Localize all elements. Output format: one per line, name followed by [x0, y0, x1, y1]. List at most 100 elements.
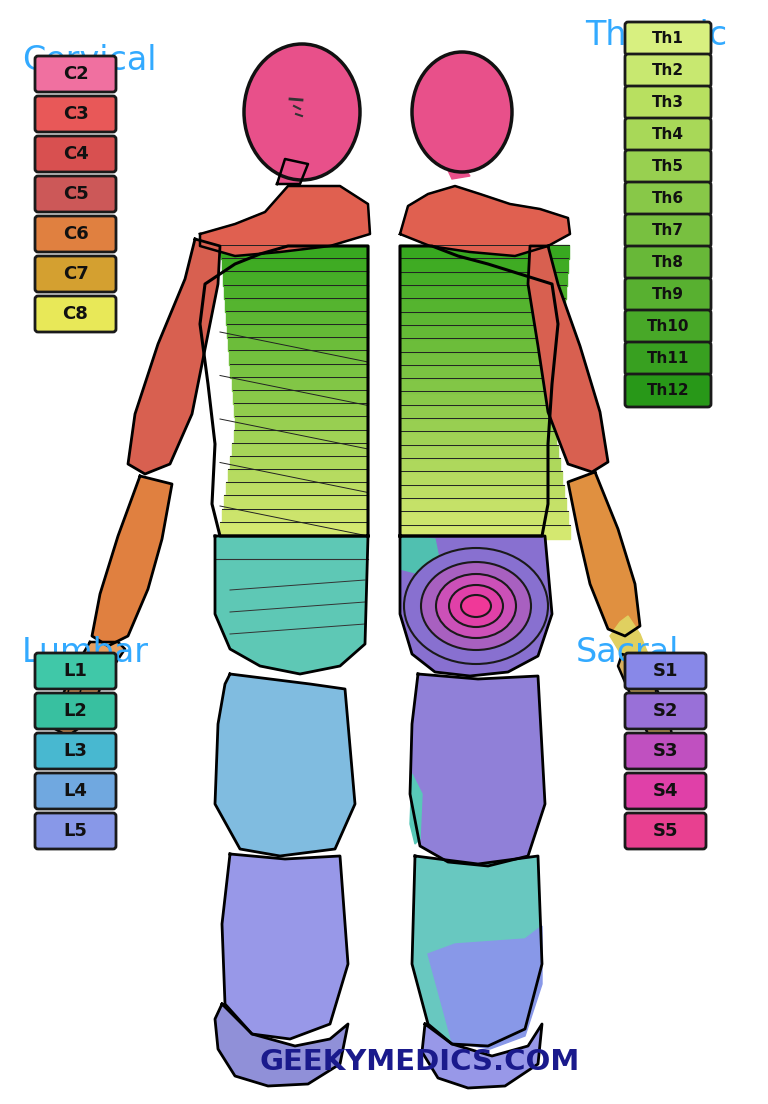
- FancyBboxPatch shape: [625, 310, 711, 343]
- Text: GEEKYMEDICS.COM: GEEKYMEDICS.COM: [260, 1048, 580, 1076]
- Polygon shape: [215, 1004, 348, 1086]
- Ellipse shape: [404, 548, 548, 664]
- Polygon shape: [422, 1025, 542, 1089]
- Text: Th11: Th11: [647, 351, 689, 367]
- FancyBboxPatch shape: [625, 214, 711, 247]
- Polygon shape: [400, 285, 566, 299]
- FancyBboxPatch shape: [35, 296, 116, 332]
- Polygon shape: [400, 379, 558, 393]
- Polygon shape: [400, 485, 564, 499]
- Polygon shape: [400, 471, 562, 486]
- FancyBboxPatch shape: [625, 374, 711, 407]
- Text: S1: S1: [653, 662, 678, 680]
- FancyBboxPatch shape: [35, 693, 116, 729]
- FancyBboxPatch shape: [625, 182, 711, 215]
- Text: C8: C8: [62, 305, 88, 323]
- Polygon shape: [400, 524, 570, 539]
- FancyBboxPatch shape: [625, 733, 706, 769]
- Polygon shape: [618, 654, 672, 742]
- FancyBboxPatch shape: [625, 86, 711, 119]
- Text: L3: L3: [64, 742, 88, 760]
- Polygon shape: [400, 245, 569, 259]
- Polygon shape: [235, 416, 368, 431]
- Polygon shape: [227, 325, 368, 338]
- FancyBboxPatch shape: [35, 733, 116, 769]
- Polygon shape: [233, 429, 368, 444]
- FancyBboxPatch shape: [35, 56, 116, 92]
- Text: Sacral: Sacral: [576, 636, 680, 669]
- Polygon shape: [220, 522, 368, 537]
- Polygon shape: [233, 403, 368, 417]
- FancyBboxPatch shape: [35, 176, 116, 212]
- Polygon shape: [277, 159, 308, 184]
- Polygon shape: [230, 363, 368, 378]
- Polygon shape: [410, 675, 545, 866]
- Text: C2: C2: [63, 65, 88, 83]
- Text: Thoracic: Thoracic: [585, 19, 727, 52]
- Polygon shape: [400, 364, 560, 379]
- Text: S5: S5: [653, 822, 678, 840]
- Polygon shape: [400, 185, 570, 256]
- Polygon shape: [226, 482, 368, 497]
- Polygon shape: [400, 498, 566, 512]
- FancyBboxPatch shape: [625, 22, 711, 55]
- Ellipse shape: [421, 562, 531, 650]
- Polygon shape: [400, 272, 567, 286]
- FancyBboxPatch shape: [625, 118, 711, 151]
- Text: Th5: Th5: [652, 159, 684, 174]
- FancyBboxPatch shape: [35, 136, 116, 172]
- Polygon shape: [400, 351, 561, 365]
- Text: C7: C7: [63, 265, 88, 283]
- Polygon shape: [222, 854, 348, 1039]
- Polygon shape: [610, 616, 648, 664]
- Text: Th4: Th4: [652, 127, 684, 142]
- Polygon shape: [400, 537, 440, 574]
- Text: Th8: Th8: [652, 255, 684, 270]
- Text: Lumbar: Lumbar: [22, 636, 149, 669]
- FancyBboxPatch shape: [35, 652, 116, 689]
- Text: L1: L1: [64, 662, 88, 680]
- Text: S3: S3: [653, 742, 678, 760]
- Polygon shape: [224, 285, 368, 299]
- Text: C6: C6: [63, 225, 88, 243]
- FancyBboxPatch shape: [625, 150, 711, 183]
- Text: C4: C4: [63, 145, 88, 163]
- Text: Th3: Th3: [652, 95, 684, 110]
- Polygon shape: [400, 537, 552, 676]
- Polygon shape: [92, 476, 172, 646]
- Polygon shape: [128, 238, 220, 474]
- Polygon shape: [400, 392, 558, 406]
- Polygon shape: [445, 162, 470, 179]
- Text: L4: L4: [64, 782, 88, 800]
- FancyBboxPatch shape: [625, 652, 706, 689]
- Text: Th12: Th12: [647, 383, 690, 399]
- Polygon shape: [222, 509, 368, 523]
- Polygon shape: [410, 774, 422, 843]
- Text: S2: S2: [653, 702, 678, 720]
- Text: Th1: Th1: [652, 31, 684, 46]
- FancyBboxPatch shape: [625, 342, 711, 375]
- FancyBboxPatch shape: [35, 96, 116, 132]
- Polygon shape: [232, 443, 368, 457]
- Ellipse shape: [244, 44, 360, 180]
- Polygon shape: [400, 405, 556, 420]
- Polygon shape: [222, 258, 368, 273]
- FancyBboxPatch shape: [625, 813, 706, 849]
- Polygon shape: [231, 376, 368, 391]
- Polygon shape: [400, 325, 563, 339]
- Text: Th7: Th7: [652, 223, 684, 238]
- FancyBboxPatch shape: [625, 278, 711, 311]
- Polygon shape: [225, 298, 368, 312]
- Polygon shape: [400, 338, 561, 352]
- FancyBboxPatch shape: [35, 256, 116, 291]
- Polygon shape: [221, 245, 368, 259]
- Polygon shape: [233, 390, 368, 404]
- Polygon shape: [400, 445, 558, 459]
- FancyBboxPatch shape: [625, 693, 706, 729]
- Text: Th10: Th10: [647, 319, 689, 335]
- Polygon shape: [400, 432, 556, 446]
- FancyBboxPatch shape: [35, 813, 116, 849]
- Ellipse shape: [412, 52, 512, 172]
- Polygon shape: [400, 511, 568, 526]
- FancyBboxPatch shape: [625, 773, 706, 809]
